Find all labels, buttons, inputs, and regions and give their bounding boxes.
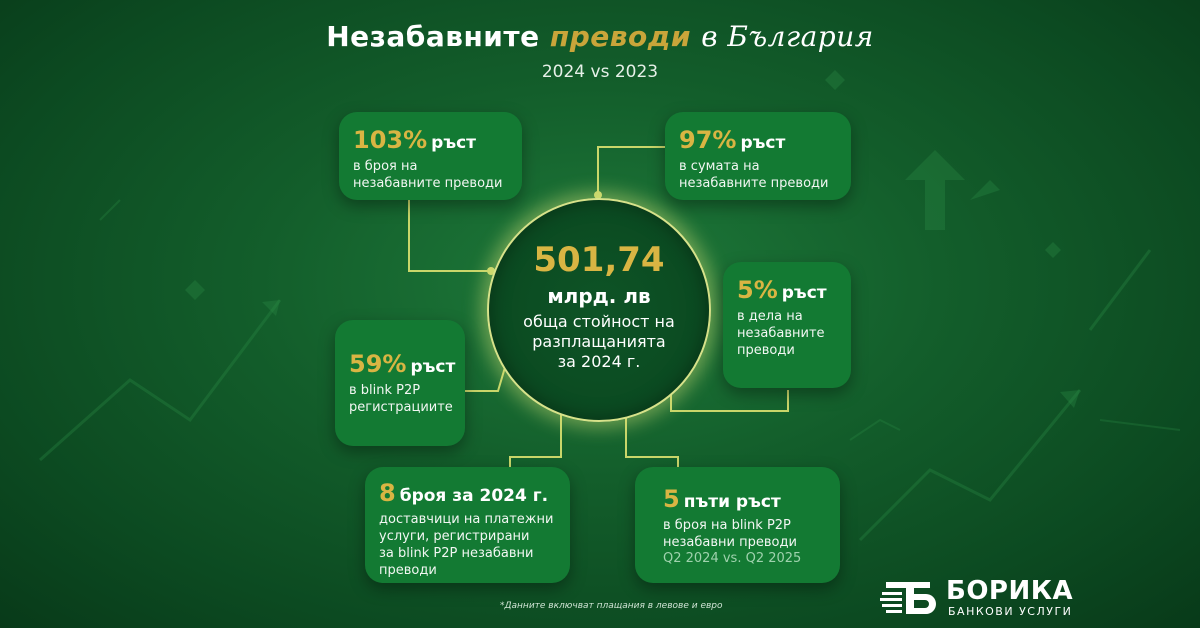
stat-card-8: 8 броя за 2024 г. доставчици на платежни … — [365, 467, 570, 583]
stat-word: пъти ръст — [683, 492, 781, 512]
center-line: обща стойност на — [523, 312, 675, 331]
stat-card-103: 103% ръст в броя на незабавните преводи — [339, 112, 522, 200]
connector-5x — [625, 408, 679, 467]
stat-description: доставчици на платежни услуги, регистрир… — [379, 511, 556, 579]
stat-description-line: незабавните — [737, 326, 825, 341]
stat-card-97: 97% ръст в сумата на незабавните преводи — [665, 112, 851, 200]
center-unit: млрд. лв — [547, 284, 651, 308]
stat-description-line: преводи — [379, 563, 437, 578]
stat-description-line: в blink P2P — [349, 383, 421, 398]
stat-word: броя за 2024 г. — [399, 486, 549, 506]
stat-description-line: доставчици на платежни — [379, 512, 554, 527]
stat-description: в blink P2P регистрациите — [349, 382, 453, 416]
stat-value: 59% — [349, 350, 407, 378]
stat-word: ръст — [781, 283, 827, 303]
stat-word: ръст — [740, 133, 786, 153]
center-description: обща стойност на разплащанията за 2024 г… — [489, 312, 709, 372]
connector-103 — [408, 199, 491, 272]
borica-logo: БОРИКА БАНКОВИ УСЛУГИ — [880, 576, 1180, 618]
stat-value: 97% — [679, 126, 737, 154]
stat-description: в дела на незабавните преводи — [737, 308, 837, 359]
title-part1: Незабавните — [326, 20, 540, 53]
page-title: Незабавните преводи в България — [0, 20, 1200, 53]
title-accent: преводи — [549, 20, 691, 53]
stat-value: 5 — [663, 485, 680, 513]
stat-description-line: за blink P2P незабавни — [379, 546, 534, 561]
center-line: за 2024 г. — [557, 352, 641, 371]
connector-5pct — [670, 384, 789, 412]
stat-value: 5% — [737, 276, 778, 304]
brand-tagline: БАНКОВИ УСЛУГИ — [948, 605, 1073, 618]
page-subtitle: 2024 vs 2023 — [541, 62, 659, 82]
brand-name: БОРИКА — [946, 576, 1074, 606]
stat-description-line: незабавните преводи — [679, 176, 829, 191]
stat-description-line: услуги, регистрирани — [379, 529, 530, 544]
connector-97 — [597, 146, 665, 195]
stat-word: ръст — [410, 357, 456, 377]
connector-59 — [465, 363, 507, 392]
stat-description-line: незабавни преводи — [663, 535, 797, 550]
stat-description-line: в броя на — [353, 159, 418, 174]
stat-description-line: в сумата на — [679, 159, 760, 174]
stat-card-5pct: 5% ръст в дела на незабавните преводи — [723, 262, 851, 388]
stat-note: Q2 2024 vs. Q2 2025 — [663, 551, 802, 566]
stat-value: 103% — [353, 126, 428, 154]
stat-description: в броя на blink P2P незабавни преводи — [663, 517, 826, 551]
stat-description: в броя на незабавните преводи — [353, 158, 508, 192]
center-line: разплащанията — [532, 332, 666, 351]
stat-card-59: 59% ръст в blink P2P регистрациите — [335, 320, 465, 446]
stat-card-5x: 5 пъти ръст в броя на blink P2P незабавни… — [635, 467, 840, 583]
stat-description: в сумата на незабавните преводи — [679, 158, 837, 192]
center-value: 501,74 — [533, 240, 665, 280]
stat-description-line: незабавните преводи — [353, 176, 503, 191]
footnote: *Данните включват плащания в левове и ев… — [500, 601, 723, 611]
stat-word: ръст — [431, 133, 477, 153]
stat-value: 8 — [379, 479, 396, 507]
title-part2: в България — [701, 20, 874, 53]
borica-logo-icon — [880, 582, 936, 614]
center-total-circle: 501,74 млрд. лв обща стойност на разплащ… — [487, 198, 711, 422]
stat-description-line: регистрациите — [349, 400, 453, 415]
stat-description-line: преводи — [737, 343, 795, 358]
stat-description-line: в броя на blink P2P — [663, 518, 791, 533]
connector-dot — [594, 191, 602, 199]
connector-8 — [509, 408, 562, 467]
stat-description-line: в дела на — [737, 309, 803, 324]
